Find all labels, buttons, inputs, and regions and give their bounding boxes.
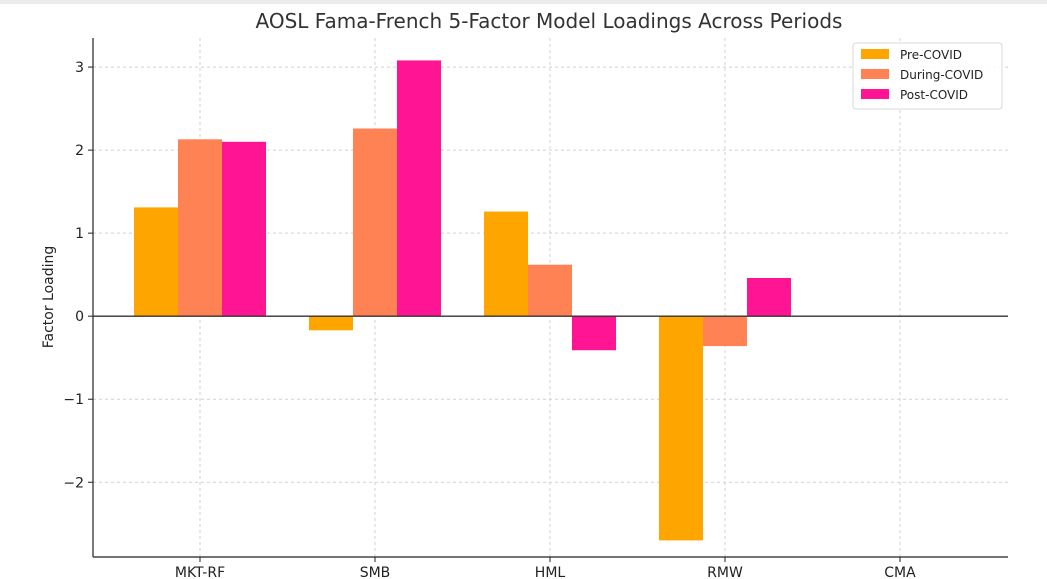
legend: Pre-COVID During-COVID Post-COVID [852, 42, 1003, 110]
chart-title: AOSL Fama-French 5-Factor Model Loadings… [256, 9, 843, 33]
bar-during-covid-hml [528, 264, 572, 317]
bar-pre-covid-rmw [659, 316, 703, 541]
axes-group: −2 −1 0 1 2 3 MKT-RF SMB HML RMW CMA [63, 38, 1008, 579]
y-tick-label: 0 [75, 309, 84, 325]
x-tick-label: MKT-RF [175, 565, 225, 579]
bar-post-covid-hml [572, 316, 616, 351]
bar-post-covid-smb [397, 60, 441, 317]
x-tick-label: SMB [360, 565, 391, 579]
legend-swatch [861, 89, 889, 99]
x-tick-label: HML [535, 565, 566, 579]
top-border [0, 0, 1047, 4]
legend-label: Post-COVID [900, 88, 968, 102]
y-tick-label: 2 [75, 143, 84, 159]
bar-post-covid-mkt-rf [222, 141, 266, 317]
legend-label: Pre-COVID [900, 48, 962, 62]
bar-pre-covid-smb [309, 316, 353, 331]
bar-post-covid-rmw [747, 277, 791, 317]
y-tick-label: 1 [75, 226, 84, 242]
bar-pre-covid-mkt-rf [134, 207, 178, 317]
y-tick-label: 3 [75, 60, 84, 76]
legend-swatch [861, 49, 889, 59]
bars-group [134, 60, 791, 541]
bar-during-covid-smb [353, 128, 397, 317]
x-tick-label: CMA [884, 565, 916, 579]
bar-during-covid-rmw [703, 316, 747, 347]
legend-label: During-COVID [900, 68, 983, 82]
x-tick-label: RMW [707, 565, 743, 579]
y-tick-label: −1 [63, 392, 84, 408]
bar-pre-covid-hml [484, 211, 528, 317]
bar-during-covid-mkt-rf [178, 139, 222, 317]
legend-swatch [861, 69, 889, 79]
y-tick-label: −2 [63, 475, 84, 491]
y-axis-label: Factor Loading [41, 246, 57, 349]
legend-box [852, 42, 1003, 110]
